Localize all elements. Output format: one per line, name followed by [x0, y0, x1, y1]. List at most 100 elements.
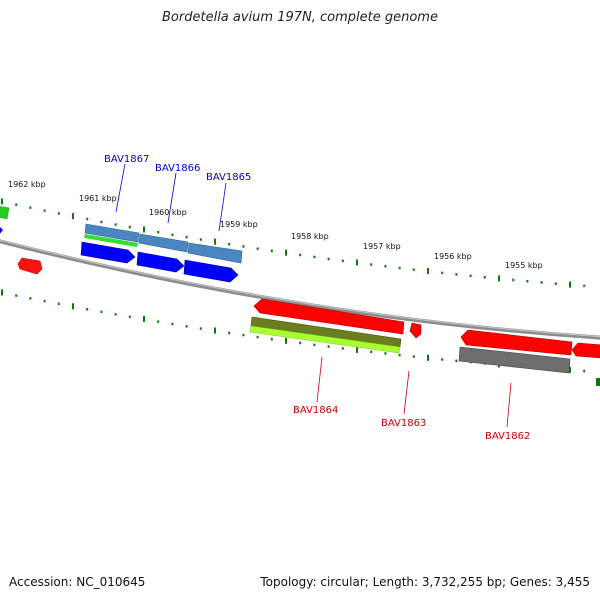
accession-text: Accession: NC_010645 — [9, 575, 146, 589]
feature-red-1864[interactable] — [253, 298, 405, 335]
feature-blue-arrow-2[interactable] — [136, 251, 185, 273]
scale-tick — [157, 320, 160, 323]
scale-tick — [412, 268, 415, 271]
scale-tick — [1, 289, 3, 296]
reverse-features — [249, 298, 600, 386]
scale-label-1959: 1959 kbp — [220, 220, 258, 229]
scale-tick — [398, 353, 401, 357]
scale-tick — [228, 331, 231, 335]
scale-tick — [569, 281, 571, 288]
scale-tick — [143, 226, 145, 233]
feature-steel-1[interactable] — [84, 223, 140, 243]
gene-label-bav1862[interactable]: BAV1862 — [485, 431, 530, 442]
scale-tick — [256, 335, 259, 339]
feature-blue-arrow-3[interactable] — [183, 259, 239, 283]
scale-tick — [498, 275, 500, 282]
gene-label-bav1864[interactable]: BAV1864 — [293, 405, 338, 416]
gene-label-bav1863[interactable]: BAV1863 — [381, 418, 426, 429]
scale-tick — [128, 225, 131, 229]
scale-tick — [356, 259, 358, 266]
scale-tick — [256, 247, 259, 250]
scale-tick — [583, 284, 586, 288]
scale-tick — [57, 302, 60, 306]
scale-tick — [285, 337, 287, 344]
scale-tick — [242, 245, 245, 248]
scale-tick — [171, 233, 174, 236]
gene-label-bav1867[interactable]: BAV1867 — [104, 154, 149, 165]
scale-tick — [427, 354, 429, 361]
scale-tick — [171, 322, 174, 326]
scale-tick — [313, 343, 316, 347]
map-title: Bordetella avium 197N, complete genome — [162, 10, 438, 25]
scale-tick — [299, 341, 302, 345]
feature-red-1862[interactable] — [460, 329, 573, 356]
scale-tick — [72, 213, 74, 220]
scale-tick — [469, 274, 472, 278]
scale-tick — [15, 203, 18, 206]
scale-tick — [370, 350, 373, 354]
scale-tick — [157, 231, 160, 234]
scale-tick — [270, 337, 273, 341]
scale-tick — [1, 198, 3, 205]
feature-gray-1862[interactable] — [458, 346, 571, 374]
scale-tick — [512, 278, 515, 282]
scale-tick — [313, 255, 316, 259]
scale-tick — [384, 352, 387, 355]
feature-red-small-left[interactable] — [17, 257, 43, 275]
scale-label-1958: 1958 kbp — [291, 232, 329, 241]
scale-tick — [214, 238, 216, 245]
scale-tick — [398, 266, 401, 270]
feature-green-edge[interactable] — [0, 206, 10, 220]
scale-label-1961: 1961 kbp — [79, 194, 117, 203]
scale-tick — [143, 316, 145, 322]
forward-features — [0, 206, 243, 283]
scale-label-1956: 1956 kbp — [434, 252, 472, 261]
scale-tick — [285, 249, 287, 256]
scale-label-1960: 1960 kbp — [149, 208, 187, 217]
scale-tick — [242, 333, 245, 337]
scale-tick — [199, 327, 202, 330]
scale-tick — [15, 294, 18, 297]
scale-tick — [554, 282, 557, 285]
scale-tick — [483, 276, 486, 279]
feature-red-right-edge[interactable] — [571, 342, 600, 359]
scale-tick — [455, 273, 458, 276]
scale-tick — [327, 345, 330, 348]
feature-steel-3[interactable] — [187, 242, 243, 264]
feature-blue-arrow-1[interactable] — [80, 241, 136, 264]
feature-lime-1864[interactable] — [249, 325, 401, 354]
feature-green-stripe[interactable] — [84, 234, 138, 247]
feature-blue-edge[interactable] — [0, 225, 3, 236]
scale-tick — [441, 271, 444, 275]
feature-red-1863[interactable] — [409, 322, 422, 339]
scale-tick — [412, 355, 415, 358]
genome-backbone — [0, 239, 600, 340]
gene-label-bav1866[interactable]: BAV1866 — [155, 163, 200, 174]
reverse-leader-lines — [316, 356, 512, 428]
gene-label-bav1865[interactable]: BAV1865 — [206, 172, 251, 183]
scale-tick — [100, 310, 103, 314]
scale-tick — [583, 369, 586, 373]
scale-tick — [370, 263, 373, 266]
feature-steel-2[interactable] — [138, 233, 189, 253]
scale-tick — [299, 253, 302, 257]
scale-tick — [341, 347, 344, 350]
scale-tick — [128, 315, 131, 319]
forward-leader-lines — [115, 163, 227, 232]
scale-tick — [86, 217, 89, 221]
scale-tick — [455, 359, 458, 363]
genome-summary-text: Topology: circular; Length: 3,732,255 bp… — [260, 575, 590, 589]
scale-tick — [356, 346, 358, 353]
scale-tick — [114, 223, 117, 226]
scale-tick — [57, 212, 60, 215]
genome-backbone-highlight — [0, 239, 600, 338]
scale-label-1962: 1962 kbp — [8, 180, 46, 189]
scale-tick — [270, 249, 273, 253]
scale-label-1957: 1957 kbp — [363, 242, 401, 251]
scale-tick — [384, 265, 387, 268]
scale-tick — [214, 327, 216, 334]
scale-tick — [100, 220, 103, 224]
scale-tick — [43, 209, 46, 212]
scale-tick — [569, 366, 571, 373]
